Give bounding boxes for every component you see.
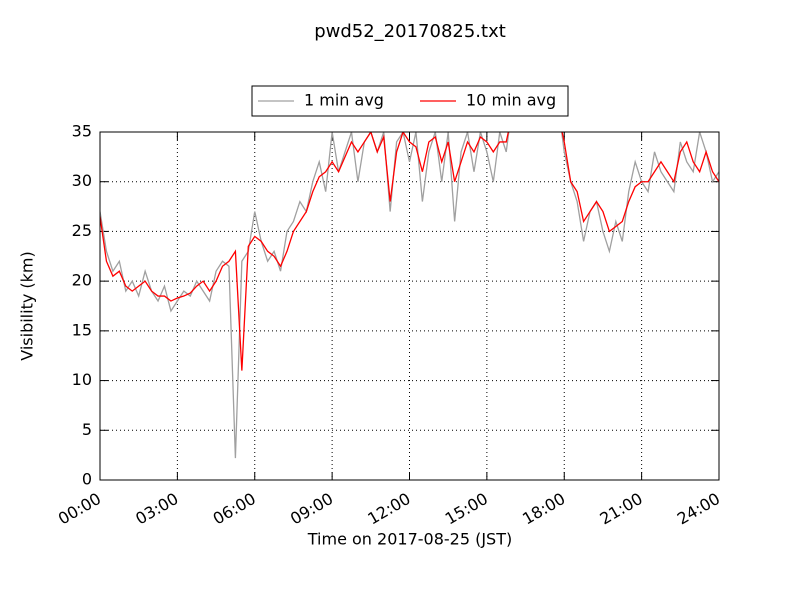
legend-label: 1 min avg <box>304 91 384 110</box>
x-tick-label: 06:00 <box>210 489 259 529</box>
legend-label: 10 min avg <box>466 91 556 110</box>
x-tick-label: 09:00 <box>287 489 336 529</box>
y-axis-label: Visibility (km) <box>18 251 37 360</box>
x-axis-label: Time on 2017-08-25 (JST) <box>307 530 512 549</box>
x-tick-label: 24:00 <box>674 489 723 529</box>
y-tick-label: 20 <box>72 271 92 290</box>
y-tick-label: 30 <box>72 171 92 190</box>
x-tick-label: 15:00 <box>442 489 491 529</box>
y-tick-label: 35 <box>72 122 92 141</box>
y-tick-label: 0 <box>82 470 92 489</box>
y-tick-label: 25 <box>72 221 92 240</box>
x-tick-label: 18:00 <box>519 489 568 529</box>
x-tick-label: 03:00 <box>132 489 181 529</box>
legend-box <box>251 85 569 117</box>
y-tick-label: 15 <box>72 320 92 339</box>
plot-frame <box>99 131 720 481</box>
plot-area <box>100 132 719 459</box>
chart-title: pwd52_20170825.txt <box>314 21 506 42</box>
series-line <box>100 132 719 371</box>
y-tick-label: 10 <box>72 370 92 389</box>
series-line <box>100 132 719 459</box>
x-tick-label: 12:00 <box>364 489 413 529</box>
x-tick-label: 00:00 <box>55 489 104 529</box>
y-tick-label: 5 <box>82 420 92 439</box>
x-tick-label: 21:00 <box>596 489 645 529</box>
